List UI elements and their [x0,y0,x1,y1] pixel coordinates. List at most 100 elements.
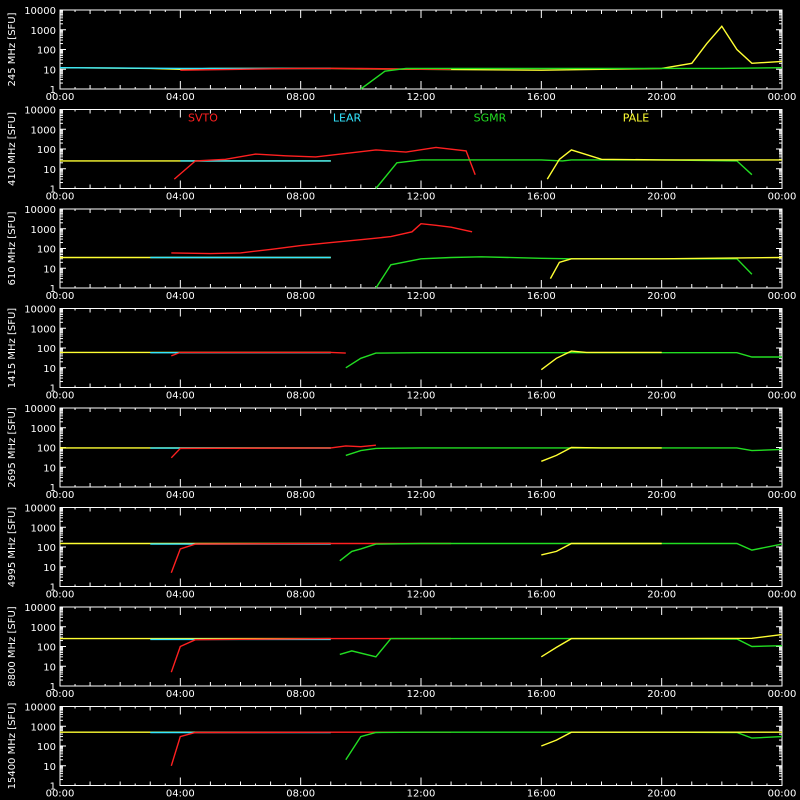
series-line-svto [170,731,452,767]
legend-entry-sgmr: SGMR [474,112,507,125]
x-tick-label: 20:00 [647,92,676,103]
x-tick-label: 16:00 [527,291,556,302]
y-tick-label: 1000 [31,424,56,435]
series-line-pale [540,633,783,658]
legend-entry-svto: SVTO [188,112,218,125]
legend-entry-lear: LEAR [333,112,362,125]
x-tick-label: 00:00 [46,391,75,402]
y-tick-label: 10 [43,563,56,574]
y-tick-label: 10 [43,463,56,474]
y-tick-label: 100 [37,245,56,256]
series-line-pale [541,446,662,462]
x-tick-label: 00:00 [768,789,797,800]
y-tick-label: 1 [50,483,56,494]
x-tick-label: 00:00 [46,192,75,203]
y-tick-label: 10000 [24,205,56,216]
x-tick-label: 08:00 [286,192,315,203]
y-axis-label: 15400 MHz [SFU] [7,703,18,790]
x-tick-label: 08:00 [286,391,315,402]
y-tick-label: 100 [37,344,56,355]
x-tick-label: 00:00 [46,291,75,302]
x-tick-label: 04:00 [166,490,195,501]
x-tick-label: 16:00 [527,490,556,501]
series-line-svto [171,351,346,357]
y-tick-label: 1 [50,583,56,594]
y-axis-label: 410 MHz [SFU] [7,112,18,186]
x-tick-label: 20:00 [647,291,676,302]
x-tick-label: 00:00 [768,192,797,203]
y-tick-label: 1000 [31,225,56,236]
x-tick-label: 16:00 [527,391,556,402]
y-tick-label: 100 [37,46,56,57]
x-tick-label: 12:00 [407,391,436,402]
y-tick-label: 10 [43,762,56,773]
y-tick-label: 1000 [31,324,56,335]
y-tick-label: 100 [37,643,56,654]
x-tick-label: 20:00 [647,391,676,402]
y-axis-label: 8800 MHz [SFU] [7,606,18,687]
x-tick-label: 00:00 [768,590,797,601]
y-axis-label: 1415 MHz [SFU] [7,308,18,389]
x-tick-label: 12:00 [407,590,436,601]
y-tick-label: 1 [50,782,56,793]
x-tick-label: 08:00 [286,689,315,700]
y-tick-label: 10000 [24,404,56,415]
y-tick-label: 1000 [31,623,56,634]
y-tick-label: 1 [50,284,56,295]
series-line-pale [540,350,662,371]
series-line-svto [173,146,476,180]
series-line-sgmr [345,447,783,457]
y-tick-label: 100 [37,444,56,455]
series-line-svto [170,444,376,459]
series-line-svto [170,637,452,673]
y-tick-label: 10 [43,165,56,176]
series-line-pale [541,542,662,556]
y-tick-label: 10000 [24,305,56,316]
x-tick-label: 16:00 [527,92,556,103]
y-tick-label: 10000 [24,6,56,17]
y-tick-label: 1000 [31,125,56,136]
y-tick-label: 10 [43,264,56,275]
x-tick-label: 04:00 [166,590,195,601]
x-tick-label: 00:00 [46,92,75,103]
series-line-svto [170,542,452,573]
x-tick-label: 00:00 [46,490,75,501]
x-tick-label: 16:00 [527,590,556,601]
x-tick-label: 08:00 [286,291,315,302]
series-line-sgmr [345,352,782,369]
x-tick-label: 08:00 [286,92,315,103]
legend: SVTO LEAR SGMR PALE [188,112,649,125]
series-line-sgmr [339,637,783,658]
x-tick-label: 20:00 [647,490,676,501]
x-tick-label: 00:00 [768,391,797,402]
y-tick-label: 100 [37,742,56,753]
x-tick-label: 04:00 [166,391,195,402]
x-tick-label: 12:00 [407,689,436,700]
x-tick-label: 00:00 [768,92,797,103]
x-tick-label: 16:00 [527,789,556,800]
series-line-svto [171,222,473,255]
y-tick-label: 10000 [24,603,56,614]
x-tick-label: 12:00 [407,291,436,302]
x-tick-label: 00:00 [768,291,797,302]
y-tick-label: 10000 [24,703,56,714]
y-axis-label: 610 MHz [SFU] [7,211,18,285]
y-tick-label: 1000 [31,26,56,37]
x-tick-label: 12:00 [407,789,436,800]
series-line-pale [546,149,782,180]
x-tick-label: 04:00 [166,689,195,700]
x-tick-label: 12:00 [407,92,436,103]
y-tick-label: 1000 [31,523,56,534]
y-tick-label: 10 [43,662,56,673]
y-axis-label: 4995 MHz [SFU] [7,507,18,588]
x-tick-label: 08:00 [286,490,315,501]
